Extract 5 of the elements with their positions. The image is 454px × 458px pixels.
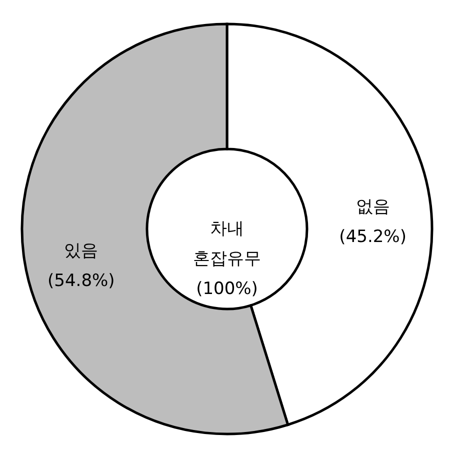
data-label: (54.8%)	[48, 271, 115, 292]
slice-label: 있음	[64, 241, 98, 262]
slice-label: 없음	[356, 196, 390, 217]
text: 차내 혼잡유무 (100%)	[193, 219, 261, 299]
data-label: (45.2%)	[339, 226, 406, 247]
